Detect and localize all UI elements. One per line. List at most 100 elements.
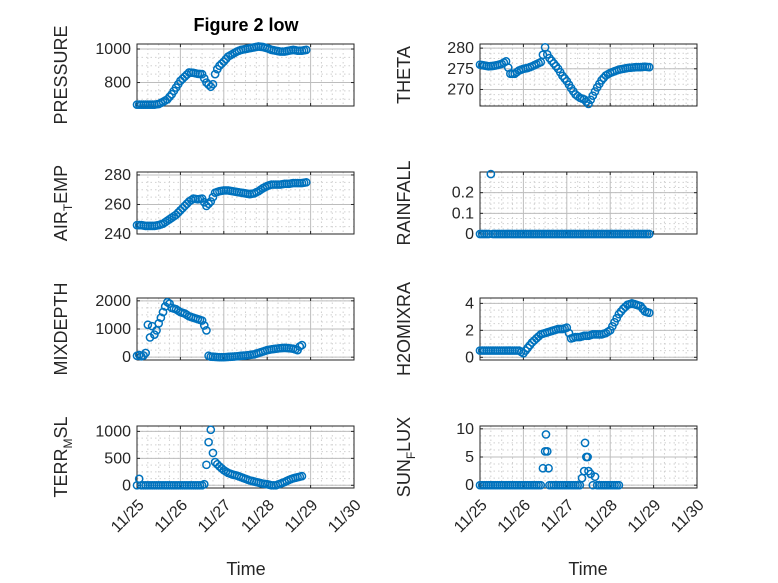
data-point — [173, 208, 183, 217]
y-tick-label: 0 — [122, 349, 131, 366]
data-point — [301, 45, 311, 55]
data-point — [512, 67, 522, 77]
y-axis-label: H2OMIXRA — [394, 282, 414, 376]
y-axis-label: PRESSURE — [51, 25, 71, 124]
data-point — [163, 94, 172, 104]
y-axis-label-subscript: M — [61, 439, 75, 449]
figure-title: Figure 2 low — [193, 15, 299, 35]
x-axis-label-left: Time — [226, 559, 265, 579]
subplot-mixdepth: 0 1000 2000 MIXDEPTH — [51, 282, 355, 376]
y-tick-label: 800 — [104, 75, 131, 92]
data-point — [301, 177, 311, 187]
y-tick-label: 1000 — [95, 423, 131, 440]
y-axis-label: TERRMSL — [51, 416, 75, 497]
y-tick-label: 500 — [104, 450, 131, 467]
data-point — [219, 57, 229, 66]
data-point — [541, 430, 551, 439]
y-axis-label: MIXDEPTH — [51, 282, 71, 375]
data-point — [202, 460, 211, 470]
y-tick-label: 0.2 — [452, 185, 474, 202]
y-axis-label-main: TERR — [51, 449, 71, 498]
data-point — [564, 328, 574, 338]
data-point — [197, 69, 207, 79]
y-tick-label: 280 — [104, 167, 131, 184]
data-point — [644, 308, 654, 318]
data-point — [536, 480, 546, 490]
data-point — [580, 438, 590, 448]
data-point — [165, 299, 174, 308]
y-axis-label-subscript: F — [404, 452, 418, 459]
data-point — [486, 169, 496, 179]
data-point — [156, 313, 166, 323]
subplot-h2omixra: 0 2 4 H2OMIXRA — [394, 282, 698, 376]
data-point — [590, 472, 600, 482]
subplot-theta: 270 275 280 THETA — [394, 40, 698, 109]
y-tick-label: 1000 — [95, 321, 131, 338]
data-point — [614, 480, 624, 490]
data-point — [143, 320, 153, 330]
data-point — [204, 437, 213, 447]
data-point — [208, 79, 218, 89]
data-point — [534, 332, 543, 341]
y-tick-label: 0.1 — [452, 205, 474, 222]
data-point — [202, 201, 211, 211]
y-tick-label: 260 — [104, 196, 131, 213]
axes-box — [136, 425, 355, 489]
y-tick-label: 280 — [447, 40, 474, 57]
data-point — [210, 69, 220, 79]
data-point — [150, 330, 159, 339]
data-point — [581, 97, 591, 107]
y-tick-label: 0 — [122, 477, 131, 494]
y-axis-label: RAINFALL — [394, 160, 414, 245]
data-point — [204, 199, 213, 209]
data-point — [217, 59, 226, 69]
y-axis-label-rest: EMP — [51, 165, 71, 204]
data-point — [180, 201, 190, 211]
axes-box — [136, 171, 355, 235]
data-point — [202, 326, 211, 335]
y-tick-label: 2 — [465, 322, 474, 339]
axes-box — [479, 297, 698, 361]
data-point — [210, 457, 220, 467]
y-axis-label: AIRTEMP — [51, 165, 75, 241]
axes-box — [136, 43, 355, 107]
data-point — [158, 307, 168, 317]
y-tick-label: 275 — [447, 61, 474, 78]
y-axis-label: SUNFLUX — [394, 417, 418, 497]
data-point — [573, 91, 583, 101]
data-point — [199, 74, 209, 83]
data-point — [165, 92, 174, 102]
data-point — [206, 197, 216, 206]
y-axis-label-main: SUN — [394, 459, 414, 497]
data-point — [141, 348, 151, 358]
data-point — [178, 203, 187, 213]
data-point — [644, 229, 654, 239]
data-point — [208, 192, 218, 202]
data-point — [199, 479, 209, 489]
y-tick-label: 0 — [465, 226, 474, 243]
y-axis-label-rest: LUX — [394, 417, 414, 452]
y-tick-label: 0 — [465, 477, 474, 494]
y-axis-label: THETA — [394, 46, 414, 104]
data-point — [544, 463, 553, 473]
data-point — [171, 210, 181, 220]
data-point — [297, 340, 307, 350]
data-point — [176, 206, 185, 215]
data-point — [590, 87, 600, 96]
data-point — [538, 463, 548, 473]
data-point — [588, 91, 598, 101]
data-point — [538, 50, 548, 60]
y-axis-label-subscript: T — [61, 203, 75, 211]
y-tick-label: 270 — [447, 81, 474, 98]
data-point — [139, 351, 148, 360]
data-point — [208, 448, 218, 458]
data-point — [206, 82, 216, 92]
axes-box — [479, 43, 698, 107]
y-tick-label: 5 — [465, 449, 474, 466]
x-axis-label-right: Time — [568, 559, 607, 579]
data-point — [644, 62, 654, 72]
y-tick-label: 1000 — [95, 41, 131, 58]
data-point — [204, 80, 213, 89]
